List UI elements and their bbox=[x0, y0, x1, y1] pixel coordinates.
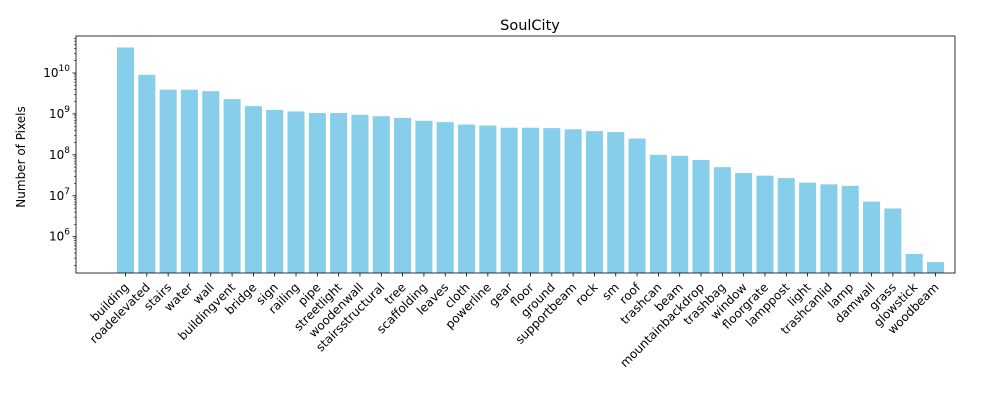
bar-damwall bbox=[863, 201, 881, 273]
bar-roof bbox=[628, 138, 646, 273]
bar-wall bbox=[202, 91, 220, 273]
bars-group bbox=[116, 47, 945, 274]
bar-railing bbox=[287, 111, 305, 273]
y-tick-label: 1010 bbox=[43, 64, 70, 80]
y-tick-label: 107 bbox=[49, 187, 70, 203]
plot-frame bbox=[75, 35, 956, 274]
bar-woodbeam bbox=[926, 262, 945, 273]
bar-lamp bbox=[841, 185, 859, 273]
bar-woodenwall bbox=[351, 114, 369, 273]
bar-bridge bbox=[244, 106, 262, 273]
bar-tree bbox=[394, 117, 412, 273]
y-axis-label: Number of Pixels bbox=[14, 106, 28, 207]
bar-light bbox=[799, 182, 817, 273]
bar-leaves bbox=[436, 122, 454, 273]
bar-lamppost bbox=[777, 178, 795, 273]
bar-buildingvent bbox=[223, 99, 241, 274]
bar-sign bbox=[266, 109, 284, 273]
bar-floorgrate bbox=[756, 175, 774, 273]
bar-trashcan bbox=[649, 154, 667, 273]
bar-pipe bbox=[308, 113, 326, 273]
bar-cloth bbox=[458, 124, 476, 274]
bar-glowstick bbox=[905, 253, 923, 273]
bar-trashbag bbox=[713, 167, 731, 273]
y-ticks-group: 106 107 108 109 1010 bbox=[43, 38, 76, 266]
bar-stairsstructural bbox=[372, 116, 390, 273]
bar-beam bbox=[671, 155, 689, 273]
bar-rock bbox=[585, 131, 603, 273]
y-tick-label: 106 bbox=[49, 228, 70, 244]
bar-ground bbox=[543, 128, 561, 273]
bar-gear bbox=[500, 127, 518, 273]
bar-floor bbox=[521, 127, 540, 273]
chart-title: SoulCity bbox=[500, 18, 560, 34]
bar-sm bbox=[607, 132, 625, 273]
y-tick-label: 108 bbox=[49, 146, 70, 162]
bar-water bbox=[180, 89, 198, 273]
x-tick-label: rock bbox=[573, 280, 601, 308]
x-ticks-group: buildingroadelevatedstairswaterwallbuild… bbox=[87, 273, 942, 370]
bar-roadelevated bbox=[138, 74, 156, 273]
bar-window bbox=[735, 173, 753, 273]
bar-scaffolding bbox=[415, 120, 433, 273]
bar-grass bbox=[884, 208, 902, 273]
bar-stairs bbox=[159, 89, 177, 273]
bar-powerline bbox=[479, 125, 497, 273]
bar-supportbeam bbox=[564, 129, 582, 273]
bar-building bbox=[116, 47, 135, 274]
bar-trashcanlid bbox=[820, 184, 838, 273]
bar-streetlight bbox=[330, 113, 348, 273]
y-tick-label: 109 bbox=[49, 105, 70, 121]
bar-mountainbackdrop bbox=[692, 159, 710, 273]
